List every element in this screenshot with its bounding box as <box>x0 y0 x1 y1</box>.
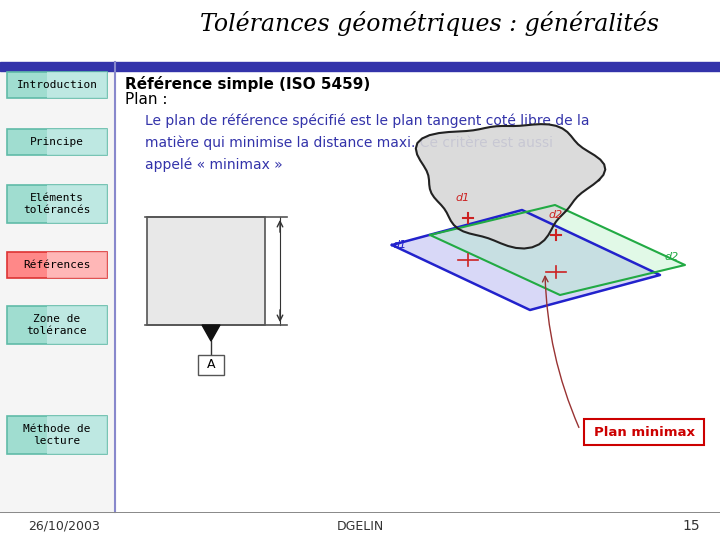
Bar <box>47 252 107 278</box>
Polygon shape <box>416 124 606 248</box>
Text: Plan :: Plan : <box>125 92 168 107</box>
Text: 26/10/2003: 26/10/2003 <box>28 519 100 532</box>
Text: d1: d1 <box>393 240 407 250</box>
Text: Plan minimax: Plan minimax <box>593 426 695 438</box>
Bar <box>0 62 720 71</box>
Text: Référence simple (ISO 5459): Référence simple (ISO 5459) <box>125 76 370 92</box>
Bar <box>7 185 107 223</box>
Bar <box>198 355 224 375</box>
Bar <box>47 72 107 98</box>
Polygon shape <box>430 205 685 295</box>
Bar <box>7 306 107 344</box>
Bar <box>47 306 107 344</box>
Bar <box>47 129 107 155</box>
Text: Eléments
tolérancés: Eléments tolérancés <box>23 193 91 215</box>
Bar <box>0 71 115 512</box>
Bar <box>7 416 107 454</box>
Text: Zone de
tolérance: Zone de tolérance <box>27 314 87 336</box>
Text: Le plan de référence spécifié est le plan tangent coté libre de la
matière qui m: Le plan de référence spécifié est le pla… <box>145 114 590 172</box>
Text: Méthode de
lecture: Méthode de lecture <box>23 424 91 446</box>
Text: Introduction: Introduction <box>17 80 97 90</box>
Bar <box>7 129 107 155</box>
Polygon shape <box>392 210 660 310</box>
Text: d2: d2 <box>549 210 563 220</box>
Text: d1: d1 <box>456 193 470 203</box>
Text: Références: Références <box>23 260 91 270</box>
Text: A: A <box>207 359 215 372</box>
Bar <box>47 416 107 454</box>
Bar <box>7 252 107 278</box>
Bar <box>7 72 107 98</box>
Text: Principe: Principe <box>30 137 84 147</box>
Polygon shape <box>202 325 220 341</box>
Text: DGELIN: DGELIN <box>336 519 384 532</box>
Text: Tolérances géométriques : généralités: Tolérances géométriques : généralités <box>200 11 660 37</box>
Bar <box>47 185 107 223</box>
Text: 15: 15 <box>683 519 700 533</box>
Bar <box>584 419 704 445</box>
Bar <box>147 217 265 325</box>
Text: d2: d2 <box>665 252 679 262</box>
